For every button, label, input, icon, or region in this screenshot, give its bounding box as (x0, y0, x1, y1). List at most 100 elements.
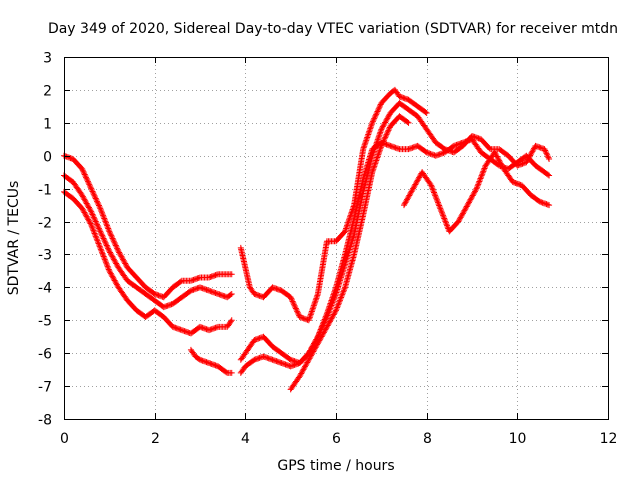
data-point-plus (87, 207, 94, 214)
data-point-plus (91, 230, 98, 237)
data-point-plus (444, 224, 451, 231)
data-point-plus (81, 170, 88, 177)
x-axis-label: GPS time / hours (277, 458, 394, 474)
data-point-plus (292, 305, 299, 312)
x-tick-label: 12 (600, 431, 618, 447)
y-tick-label: -6 (38, 347, 52, 363)
data-point-plus (312, 296, 319, 303)
data-point-plus (368, 122, 375, 129)
data-point-plus (88, 210, 95, 217)
data-point-plus (314, 292, 321, 299)
data-point-plus (92, 194, 99, 201)
data-point-plus (97, 246, 104, 253)
data-point-plus (435, 201, 442, 208)
data-point-plus (288, 295, 295, 302)
data-point-plus (313, 295, 320, 302)
data-point-plus (80, 168, 87, 175)
data-point-plus (361, 141, 368, 148)
data-point-plus (84, 178, 91, 185)
data-point-plus (384, 128, 391, 135)
data-point-plus (88, 223, 95, 230)
data-point-plus (429, 185, 436, 192)
data-point-plus (97, 229, 104, 236)
data-point-plus (479, 169, 486, 176)
data-point-plus (307, 311, 314, 318)
data-point-plus (329, 301, 336, 308)
data-point-plus (323, 315, 330, 322)
data-point-plus (335, 301, 342, 308)
data-point-plus (101, 236, 108, 243)
data-point-plus (404, 118, 411, 125)
y-tick-label: -5 (38, 314, 52, 330)
data-point-plus (327, 303, 334, 310)
data-point-plus (227, 291, 234, 298)
data-point-plus (362, 138, 369, 145)
data-point-plus (94, 198, 101, 205)
data-point-plus (100, 212, 107, 219)
data-point-plus (482, 164, 489, 171)
data-point-plus (324, 312, 331, 319)
data-point-plus (95, 225, 102, 232)
data-point-plus (472, 187, 479, 194)
data-point-plus (99, 211, 106, 218)
data-point-plus (292, 304, 299, 311)
data-point-plus (95, 201, 102, 208)
data-point-plus (381, 135, 388, 142)
data-point-plus (373, 109, 380, 116)
data-point-plus (106, 228, 113, 235)
data-point-plus (91, 192, 98, 199)
data-point-plus (441, 216, 448, 223)
data-point-plus (290, 299, 297, 306)
data-point-plus (223, 369, 230, 376)
data-point-plus (97, 228, 104, 235)
data-point-plus (86, 182, 93, 189)
data-point-plus (104, 243, 111, 250)
data-point-plus (366, 128, 373, 135)
chart-title: Day 349 of 2020, Sidereal Day-to-day VTE… (48, 21, 618, 37)
data-point-plus (405, 119, 412, 126)
data-point-plus (544, 151, 551, 158)
data-point-plus (294, 308, 301, 315)
data-point-plus (103, 260, 110, 267)
data-point-plus (376, 130, 383, 137)
x-tick-label: 4 (241, 431, 250, 447)
data-point-plus (82, 172, 89, 179)
data-point-plus (542, 148, 549, 155)
data-point-plus (369, 119, 376, 126)
data-point-plus (312, 298, 319, 305)
data-point-plus (384, 130, 391, 137)
data-point-plus (364, 134, 371, 141)
data-point-plus (380, 137, 387, 144)
data-point-plus (343, 225, 350, 232)
data-point-plus (543, 150, 550, 157)
data-point-plus (477, 175, 484, 182)
data-point-plus (443, 221, 450, 228)
data-point-plus (90, 212, 97, 219)
data-point-plus (375, 107, 382, 114)
data-point-plus (308, 309, 315, 316)
data-point-plus (102, 219, 109, 226)
data-point-plus (79, 167, 86, 174)
data-point-plus (99, 250, 106, 257)
data-point-plus (369, 169, 376, 176)
data-point-plus (90, 227, 97, 234)
data-point-plus (429, 186, 436, 193)
data-point-plus (102, 259, 109, 266)
data-point-plus (95, 202, 102, 209)
data-point-plus (363, 135, 370, 142)
data-point-plus (360, 144, 367, 151)
data-point-plus (475, 179, 482, 186)
data-point-plus (105, 245, 112, 252)
data-point-plus (290, 301, 297, 308)
data-point-plus (92, 217, 99, 224)
data-point-plus (102, 218, 109, 225)
data-point-plus (365, 130, 372, 137)
data-point-plus (89, 224, 96, 231)
data-point-plus (105, 246, 112, 253)
data-point-plus (542, 147, 549, 154)
data-point-plus (382, 132, 389, 139)
data-point-plus (371, 115, 378, 122)
data-point-plus (114, 246, 121, 253)
